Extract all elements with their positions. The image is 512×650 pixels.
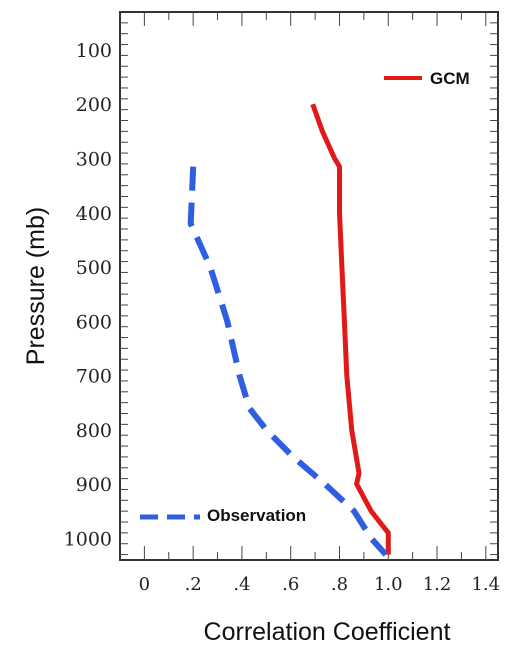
y-tick-label: 900 — [76, 474, 112, 496]
series-line-observation — [187, 166, 389, 557]
y-tick-label: 1000 — [64, 528, 112, 550]
y-tick-label: 500 — [76, 257, 112, 279]
x-tick-label: .6 — [282, 574, 299, 595]
legend-observation: Observation — [140, 506, 306, 525]
y-tick-label: 800 — [76, 420, 112, 442]
x-tick-label: 0 — [139, 574, 150, 595]
x-axis: 0 .2 .4 .6 .8 1.0 1.2 1.4 — [139, 574, 500, 595]
x-tick-label: .4 — [233, 574, 250, 595]
minor-ticks — [120, 12, 498, 560]
legend-gcm: GCM — [384, 69, 470, 88]
series-layer — [187, 103, 391, 557]
y-axis: 100 200 300 400 500 600 700 800 900 1000 — [64, 40, 112, 550]
x-tick-label: .2 — [185, 574, 202, 595]
x-tick-label: 1.4 — [471, 574, 500, 595]
x-axis-title: Correlation Coefficient — [204, 618, 451, 646]
plot-frame — [119, 11, 499, 561]
x-tick-label: 1.0 — [374, 574, 403, 595]
y-axis-title: Pressure (mb) — [22, 207, 50, 365]
legend-gcm-label: GCM — [430, 69, 470, 88]
x-tick-label: 1.2 — [423, 574, 452, 595]
legend-observation-label: Observation — [207, 506, 306, 525]
y-tick-label: 400 — [76, 203, 112, 225]
y-tick-label: 700 — [76, 366, 112, 388]
y-tick-label: 200 — [76, 94, 112, 116]
y-tick-label: 300 — [76, 148, 112, 170]
y-tick-label: 600 — [76, 311, 112, 333]
series-line-gcm — [310, 103, 391, 555]
y-tick-label: 100 — [76, 40, 112, 62]
x-tick-label: .8 — [331, 574, 348, 595]
